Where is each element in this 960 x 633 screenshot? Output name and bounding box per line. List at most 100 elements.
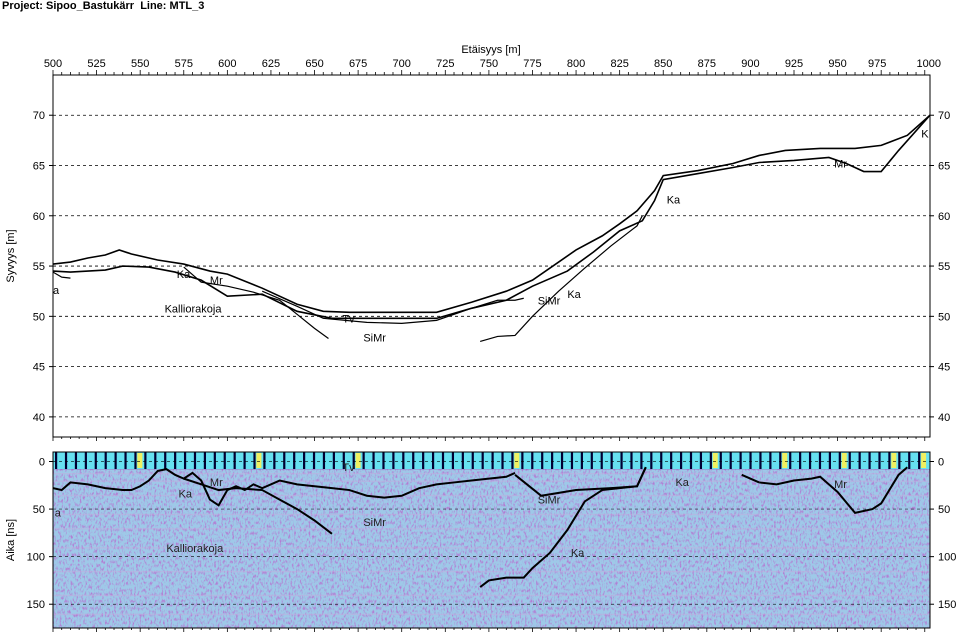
marker-tick-36	[412, 452, 415, 469]
y-tick-label-left-50: 50	[33, 311, 45, 323]
radar-axes: 0 0 50 50 100 100 150 150	[27, 457, 956, 632]
marker-tick-70	[749, 452, 752, 469]
radar-y-tick-label-right-100: 100	[938, 552, 956, 564]
marker-tick-41	[461, 452, 464, 469]
marker-tick-59	[640, 452, 643, 469]
marker-tick-77	[818, 452, 822, 469]
radar-texture	[53, 452, 930, 628]
elevation-annotation-9: Mr	[834, 159, 847, 171]
marker-tick-71	[759, 452, 762, 469]
radar-annotation-0: a	[55, 508, 62, 520]
x-tick-label-975: 975	[868, 58, 886, 70]
radar-y-tick-label-left-0: 0	[39, 457, 45, 469]
elevation-annotation-7: Ka	[567, 289, 581, 301]
x-tick-label-550: 550	[131, 58, 149, 70]
elevation-annotation-10: K	[921, 128, 929, 140]
x-tick-label-1000: 1000	[917, 58, 941, 70]
elevation-line-1	[53, 114, 930, 320]
marker-tick-30	[352, 452, 355, 469]
y-tick-label-right-60: 60	[938, 211, 950, 223]
marker-tick-19	[243, 452, 246, 469]
marker-tick-56	[610, 452, 613, 469]
marker-yellow-87	[921, 453, 927, 468]
radar-interpretation-line-1	[183, 477, 333, 535]
radar-annotation-3: Tv	[342, 462, 355, 474]
marker-tick-29	[342, 452, 345, 469]
marker-tick-37	[422, 452, 425, 469]
elevation-grid	[53, 114, 930, 418]
radar-annotation-9: Kalliorakoja	[166, 543, 224, 555]
y-tick-label-right-45: 45	[938, 362, 950, 374]
marker-tick-22	[273, 452, 276, 469]
x-tick-label-525: 525	[87, 58, 105, 70]
marker-tick-33	[382, 452, 385, 469]
marker-tick-7	[124, 452, 127, 469]
project-name: Sipoo_Bastukärr	[46, 0, 135, 12]
radar-band-5	[53, 513, 930, 516]
x-tick-label-575: 575	[175, 58, 193, 70]
radar-annotation-6: Ka	[675, 477, 689, 489]
marker-tick-15	[203, 452, 207, 469]
x-tick-label-825: 825	[610, 58, 628, 70]
x-axis-label: Etäisyys [m]	[461, 44, 520, 56]
marker-tick-57	[620, 452, 623, 469]
marker-tick-67	[719, 452, 722, 469]
elevation-annotations: Ka Mr Kalliorakoja a Tv SiMr SiMr Ka Ka Mr K	[53, 128, 929, 344]
marker-tick-31	[362, 452, 365, 469]
elevation-line-4	[261, 290, 524, 324]
marker-tick-52	[570, 452, 574, 469]
marker-tick-10	[154, 452, 157, 469]
line-name: MTL_3	[169, 0, 205, 12]
elevation-annotation-6: SiMr	[538, 295, 561, 307]
radar-annotation-4: SiMr	[363, 517, 386, 529]
trace-marker-strip	[53, 452, 930, 469]
marker-tick-24	[293, 452, 296, 469]
x-tick-label-625: 625	[262, 58, 280, 70]
radar-y-tick-label-left-100: 100	[27, 552, 45, 564]
elevation-annotation-2: Kalliorakoja	[165, 303, 223, 315]
radar-annotation-8: Mr	[834, 479, 847, 491]
marker-tick-5	[104, 452, 107, 469]
marker-tick-73	[779, 452, 782, 469]
marker-tick-47	[521, 452, 524, 469]
radar-band-4	[53, 494, 930, 497]
marker-tick-69	[739, 452, 742, 469]
marker-tick-21	[263, 452, 266, 469]
elevation-annotation-4: Tv	[342, 313, 355, 325]
marker-tick-63	[679, 452, 683, 469]
elevation-line-0	[53, 114, 930, 314]
radar-annotations: a Ka Mr Tv SiMr SiMr Ka Ka Mr Kalliorakoja	[55, 462, 848, 560]
radar-band-8	[53, 570, 930, 573]
marker-tick-68	[729, 452, 732, 469]
marker-tick-81	[858, 452, 861, 469]
x-tick-label-925: 925	[785, 58, 803, 70]
marker-tick-60	[650, 452, 653, 469]
elevation-series	[53, 114, 930, 343]
marker-tick-2	[74, 452, 78, 469]
marker-tick-20	[253, 452, 256, 469]
radar-band-10	[53, 613, 930, 616]
y-axis-label-time: Aika [ns]	[5, 519, 17, 561]
radar-band-2	[53, 472, 930, 475]
marker-tick-74	[789, 452, 792, 469]
radar-y-tick-label-right-150: 150	[938, 599, 956, 611]
y-axis-label-elevation: Syvyys [m]	[5, 229, 17, 282]
radar-band-6	[53, 528, 930, 530]
marker-tick-50	[551, 452, 554, 469]
marker-tick-64	[689, 452, 693, 469]
marker-tick-6	[114, 452, 117, 469]
elevation-plot-frame	[52, 74, 931, 438]
y-tick-label-left-55: 55	[33, 261, 45, 273]
y-tick-label-right-55: 55	[938, 261, 950, 273]
marker-tick-46	[511, 452, 514, 469]
marker-tick-27	[322, 452, 326, 469]
x-tick-label-900: 900	[741, 58, 759, 70]
marker-tick-45	[501, 452, 504, 469]
marker-tick-12	[174, 452, 177, 469]
marker-tick-80	[848, 452, 851, 469]
marker-yellow-46	[514, 453, 520, 468]
marker-tick-43	[481, 452, 484, 469]
marker-tick-9	[144, 452, 147, 469]
